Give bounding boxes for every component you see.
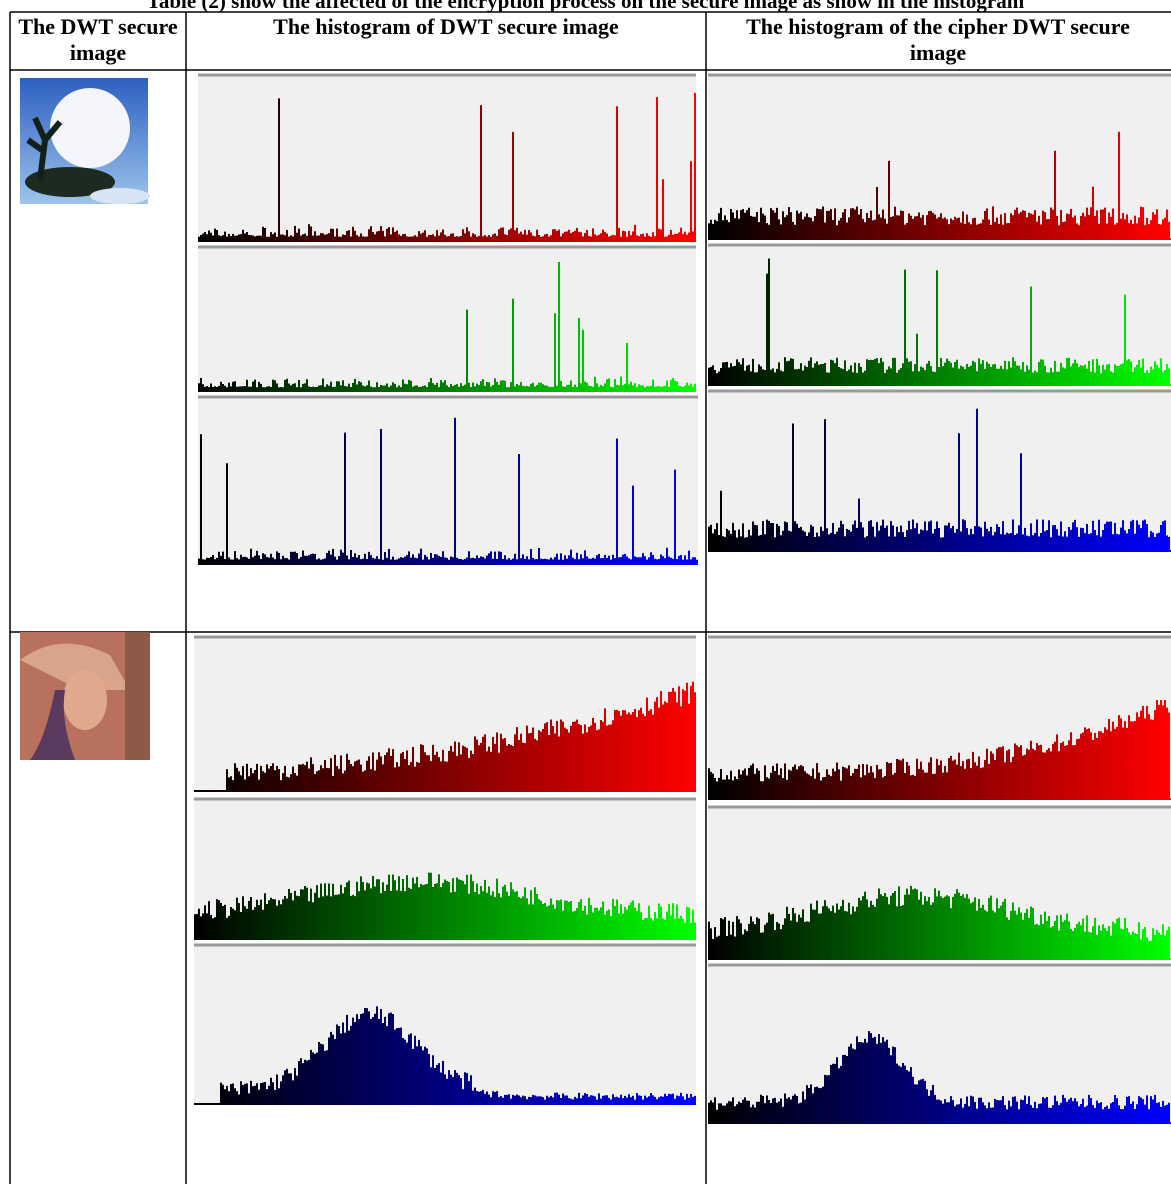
table-graphics <box>0 0 1171 1184</box>
histogram-gradient-fill <box>708 238 1171 240</box>
histogram-gradient-fill <box>198 390 696 392</box>
histogram-gradient-fill <box>708 1122 1171 1124</box>
histogram-gradient-fill <box>194 790 696 792</box>
histogram-panel <box>198 74 696 242</box>
histogram-gradient-fill <box>198 240 696 242</box>
histogram-gradient-fill <box>198 563 698 565</box>
page: {"caption": "Table (2) show the affected… <box>0 0 1171 1184</box>
histogram-gradient-fill <box>708 384 1171 386</box>
histogram-panel <box>708 244 1171 386</box>
histogram-gradient-fill <box>194 1103 696 1105</box>
histogram-panel <box>198 246 696 392</box>
histogram-gradient-fill <box>708 798 1171 800</box>
thumbnail-portrait <box>20 632 150 760</box>
thumbnail-island <box>20 78 150 204</box>
histogram-gradient-fill <box>708 958 1171 960</box>
histogram-panel <box>198 396 698 565</box>
histogram-gradient-fill <box>708 550 1171 552</box>
histogram-gradient-fill <box>194 938 696 940</box>
